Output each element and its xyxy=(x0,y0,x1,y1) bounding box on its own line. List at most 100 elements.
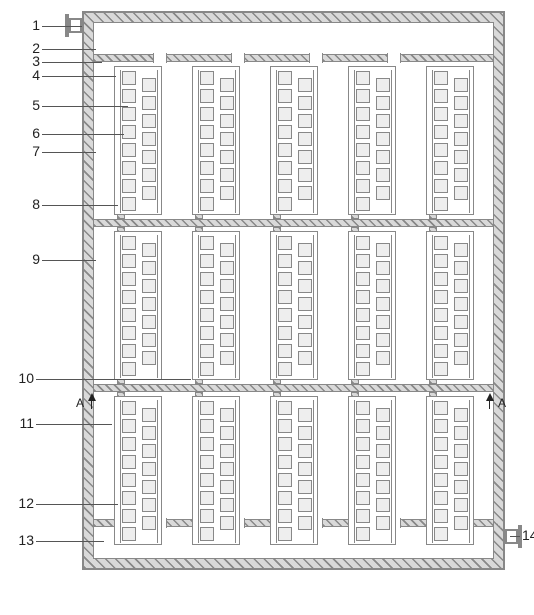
packing-cell xyxy=(356,125,370,139)
packing-cell xyxy=(434,326,448,340)
packing-cell xyxy=(122,419,136,433)
packing-cell xyxy=(356,509,370,523)
packing-cell xyxy=(454,186,468,200)
packing-cell xyxy=(376,132,390,146)
packing-cell xyxy=(122,179,136,193)
packing-cell xyxy=(454,297,468,311)
packing-cell xyxy=(298,186,312,200)
column-outer xyxy=(114,231,162,380)
callout-label: 14 xyxy=(522,527,534,543)
packing-cell xyxy=(142,408,156,422)
callout-leader xyxy=(36,504,118,505)
packing-cell xyxy=(200,107,214,121)
packing-cell xyxy=(376,426,390,440)
callout-label: 12 xyxy=(10,495,34,511)
packing-cell xyxy=(356,179,370,193)
column-rail xyxy=(354,400,355,543)
packing-cell xyxy=(376,498,390,512)
packing-cell xyxy=(122,473,136,487)
packing-cell xyxy=(376,297,390,311)
packing-cell xyxy=(220,297,234,311)
callout-leader xyxy=(36,541,104,542)
packing-cell xyxy=(376,351,390,365)
callout-label: 7 xyxy=(16,143,40,159)
callout-label: 5 xyxy=(16,97,40,113)
packing-cell xyxy=(142,333,156,347)
packing-cell xyxy=(298,516,312,530)
column-rail xyxy=(391,235,392,378)
packing-cell xyxy=(454,444,468,458)
packing-cell xyxy=(278,125,292,139)
column-outer xyxy=(270,66,318,215)
packing-cell xyxy=(454,408,468,422)
packing-cell xyxy=(376,480,390,494)
packing-cell xyxy=(142,132,156,146)
packing-cell xyxy=(220,333,234,347)
column-rail xyxy=(157,235,158,378)
column-rail xyxy=(276,70,277,213)
packing-cell xyxy=(142,351,156,365)
packing-cell xyxy=(122,197,136,211)
packing-cell xyxy=(220,168,234,182)
packing-cell xyxy=(200,527,214,541)
packing-cell xyxy=(298,408,312,422)
packing-cell xyxy=(434,161,448,175)
packing-cell xyxy=(298,351,312,365)
packing-cell xyxy=(298,150,312,164)
packing-cell xyxy=(278,197,292,211)
packing-cell xyxy=(298,78,312,92)
packing-cell xyxy=(454,426,468,440)
packing-cell xyxy=(278,254,292,268)
packing-cell xyxy=(298,96,312,110)
packing-cell xyxy=(454,114,468,128)
packing-cell xyxy=(376,243,390,257)
callout-leader xyxy=(42,134,124,135)
plate-top-gap xyxy=(309,53,323,63)
column-rail xyxy=(354,70,355,213)
packing-cell xyxy=(122,236,136,250)
packing-cell xyxy=(200,344,214,358)
packing-cell xyxy=(142,279,156,293)
packing-cell xyxy=(434,473,448,487)
packing-cell xyxy=(220,315,234,329)
column-rail xyxy=(469,235,470,378)
plate-top-gap xyxy=(387,53,401,63)
packing-cell xyxy=(298,279,312,293)
packing-cell xyxy=(220,96,234,110)
column-outer xyxy=(114,66,162,215)
column-outer xyxy=(192,396,240,545)
section-label: A xyxy=(498,396,506,410)
packing-cell xyxy=(220,444,234,458)
packing-cell xyxy=(454,351,468,365)
packing-cell xyxy=(376,333,390,347)
column-rail xyxy=(391,70,392,213)
column-outer xyxy=(348,396,396,545)
packing-cell xyxy=(454,315,468,329)
packing-cell xyxy=(434,509,448,523)
section-label: A xyxy=(76,396,84,410)
callout-leader xyxy=(36,379,191,380)
packing-cell xyxy=(200,509,214,523)
packing-cell xyxy=(434,401,448,415)
column-outer xyxy=(192,231,240,380)
packing-cell xyxy=(200,161,214,175)
packing-cell xyxy=(356,290,370,304)
column-rail xyxy=(469,400,470,543)
section-arrow-icon xyxy=(486,393,494,401)
packing-cell xyxy=(220,462,234,476)
packing-cell xyxy=(200,437,214,451)
packing-cell xyxy=(122,254,136,268)
packing-cell xyxy=(220,480,234,494)
callout-label: 9 xyxy=(16,251,40,267)
packing-cell xyxy=(122,125,136,139)
packing-cell xyxy=(278,491,292,505)
packing-cell xyxy=(122,437,136,451)
packing-cell xyxy=(298,426,312,440)
column-rail xyxy=(313,70,314,213)
packing-cell xyxy=(278,527,292,541)
packing-cell xyxy=(376,462,390,476)
packing-cell xyxy=(434,290,448,304)
packing-cell xyxy=(200,143,214,157)
packing-cell xyxy=(376,408,390,422)
packing-cell xyxy=(434,179,448,193)
